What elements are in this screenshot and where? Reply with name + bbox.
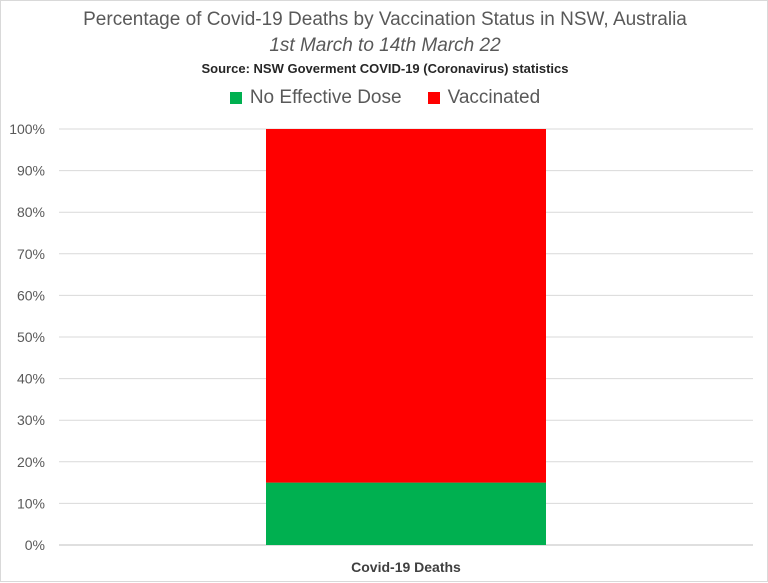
legend-label-no-effective-dose: No Effective Dose [249,87,402,108]
y-tick-label: 10% [17,495,45,511]
bar-segment-vaccinated [266,129,546,483]
y-tick-label: 50% [17,329,45,345]
y-tick-label: 80% [17,204,45,220]
chart-source: Source: NSW Goverment COVID-19 (Coronavi… [201,61,569,76]
y-tick-label: 90% [17,163,45,179]
bar-segment-no-effective-dose [266,482,546,545]
y-tick-label: 0% [25,537,45,553]
y-tick-label: 20% [17,454,45,470]
chart-title: Percentage of Covid-19 Deaths by Vaccina… [83,9,687,30]
x-category-label: Covid-19 Deaths [351,559,461,575]
y-tick-label: 30% [17,412,45,428]
chart-legend: No Effective Dose Vaccinated [1,87,768,109]
legend-item-no-effective-dose: No Effective Dose [229,87,402,109]
chart-subtitle: 1st March to 14th March 22 [269,35,501,56]
y-tick-label: 40% [17,371,45,387]
legend-swatch-vaccinated [427,92,440,104]
y-tick-label: 60% [17,287,45,303]
y-tick-label: 70% [17,246,45,262]
legend-label-vaccinated: Vaccinated [447,87,541,108]
legend-item-vaccinated: Vaccinated [427,87,541,109]
legend-swatch-no-effective-dose [229,92,242,104]
y-tick-label: 100% [9,121,45,137]
